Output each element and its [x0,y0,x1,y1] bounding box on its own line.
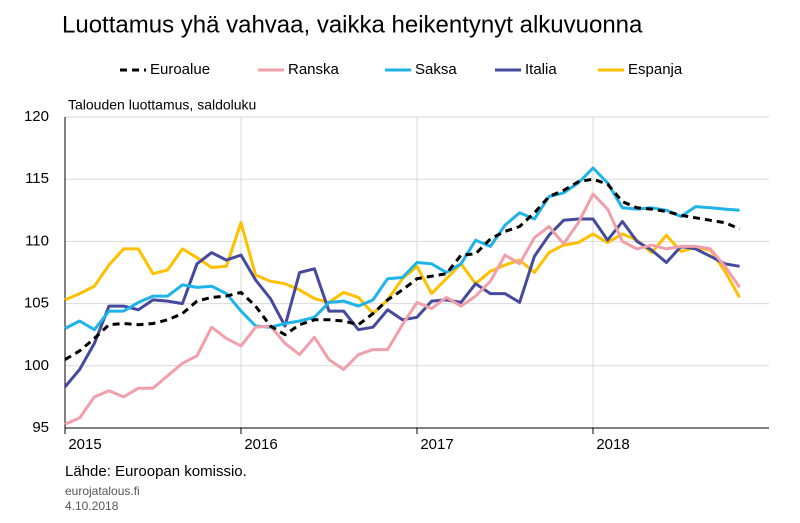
y-tick-label: 120 [24,108,49,125]
y-tick-label: 110 [25,232,49,249]
y-tick-label: 95 [32,419,49,436]
source: Lähde: Euroopan komissio. [65,463,247,480]
x-tick-label: 2017 [420,436,453,453]
x-tick-label: 2018 [596,436,629,453]
chart-title: Luottamus yhä vahvaa, vaikka heikentynyt… [62,11,643,38]
legend-label: Euroalue [150,61,210,78]
y-tick-label: 100 [24,357,49,374]
series-line [63,217,740,388]
series-line [64,177,741,361]
date: 4.10.2018 [65,499,119,513]
site: eurojatalous.fi [65,484,140,498]
x-tick-label: 2015 [68,436,101,453]
y-tick-label: 105 [24,295,49,312]
legend-label: Ranska [288,61,340,78]
y-tick-label: 115 [25,170,49,187]
legend-label: Espanja [628,61,683,78]
legend-label: Italia [525,61,557,78]
y-axis-label: Talouden luottamus, saldoluku [68,97,256,113]
series-line [64,192,741,426]
x-tick-label: 2016 [244,436,277,453]
series-line [64,166,740,332]
legend-label: Saksa [415,61,457,78]
